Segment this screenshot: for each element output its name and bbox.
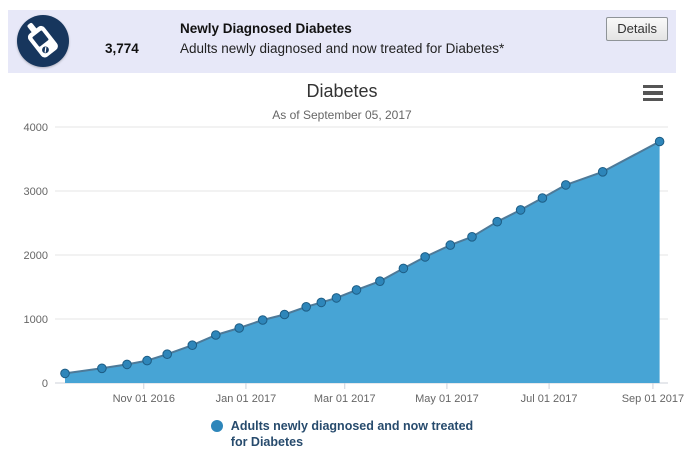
data-point-marker xyxy=(515,205,526,215)
data-point-marker xyxy=(597,167,608,177)
svg-text:Mar 01 2017: Mar 01 2017 xyxy=(314,393,376,405)
legend-marker-icon xyxy=(210,420,223,432)
chart-container: Diabetes As of September 05, 2017 0 1000 2… xyxy=(0,73,684,457)
legend-label-line1: Adults newly diagnosed and now treated xyxy=(230,419,474,433)
data-point-marker xyxy=(257,315,268,325)
data-point-marker xyxy=(316,297,327,308)
legend-label-line2: for Diabetes xyxy=(230,435,304,449)
metric-subtitle: Adults newly diagnosed and now treated f… xyxy=(180,41,505,56)
chart-legend: Adults newly diagnosed and now treated f… xyxy=(0,418,684,450)
data-point-marker xyxy=(398,263,409,274)
chart-title: Diabetes xyxy=(306,81,378,101)
data-point-marker xyxy=(162,349,172,359)
legend-item-diabetes-series[interactable]: Adults newly diagnosed and now treated f… xyxy=(210,418,474,450)
details-button[interactable]: Details xyxy=(606,17,668,41)
chart-export-menu-button[interactable] xyxy=(641,83,665,103)
hamburger-icon xyxy=(643,85,663,89)
svg-text:3000: 3000 xyxy=(24,186,48,198)
data-point-marker xyxy=(420,252,430,262)
metric-title: Newly Diagnosed Diabetes xyxy=(180,21,352,36)
svg-text:Jul 01 2017: Jul 01 2017 xyxy=(521,393,578,405)
data-point-marker xyxy=(60,368,70,379)
svg-text:Sep 01 2017: Sep 01 2017 xyxy=(622,393,684,405)
area-chart-plot: 0 1000 2000 3000 4000 Nov 01 2016 Jan 01 2017 M… xyxy=(24,122,684,405)
svg-text:Nov 01 2016: Nov 01 2016 xyxy=(113,393,175,405)
data-point-marker xyxy=(142,355,152,366)
svg-text:Jan 01 2017: Jan 01 2017 xyxy=(216,393,277,405)
data-point-marker xyxy=(211,330,221,340)
x-axis-labels: Nov 01 2016 Jan 01 2017 Mar 01 2017 May 01 … xyxy=(113,393,684,405)
data-point-marker xyxy=(467,232,477,242)
data-point-marker xyxy=(445,240,456,250)
data-point-marker xyxy=(301,302,312,312)
svg-text:1000: 1000 xyxy=(24,314,48,326)
svg-text:2000: 2000 xyxy=(24,250,48,262)
data-point-marker xyxy=(492,216,503,227)
metric-header-band: 3,774 Newly Diagnosed Diabetes Adults ne… xyxy=(8,10,676,73)
series-markers xyxy=(60,136,665,379)
data-point-marker xyxy=(97,363,107,374)
y-axis-labels: 0 1000 2000 3000 4000 xyxy=(24,122,48,390)
data-point-marker xyxy=(122,359,132,370)
data-point-marker xyxy=(375,276,385,286)
data-point-marker xyxy=(279,309,290,320)
data-point-marker xyxy=(351,285,362,295)
series-area-fill xyxy=(65,141,660,383)
svg-text:0: 0 xyxy=(42,378,48,390)
data-point-marker xyxy=(537,193,548,203)
data-point-marker xyxy=(234,323,244,333)
data-point-marker xyxy=(331,293,342,303)
x-axis-ticks xyxy=(143,383,654,389)
metric-value: 3,774 xyxy=(105,41,139,56)
glucose-meter-icon xyxy=(17,15,69,67)
data-point-marker xyxy=(187,340,198,350)
chart-subtitle: As of September 05, 2017 xyxy=(272,108,412,122)
data-point-marker xyxy=(654,136,665,147)
svg-text:4000: 4000 xyxy=(24,122,48,134)
data-point-marker xyxy=(561,180,571,190)
svg-text:May 01 2017: May 01 2017 xyxy=(415,393,479,405)
